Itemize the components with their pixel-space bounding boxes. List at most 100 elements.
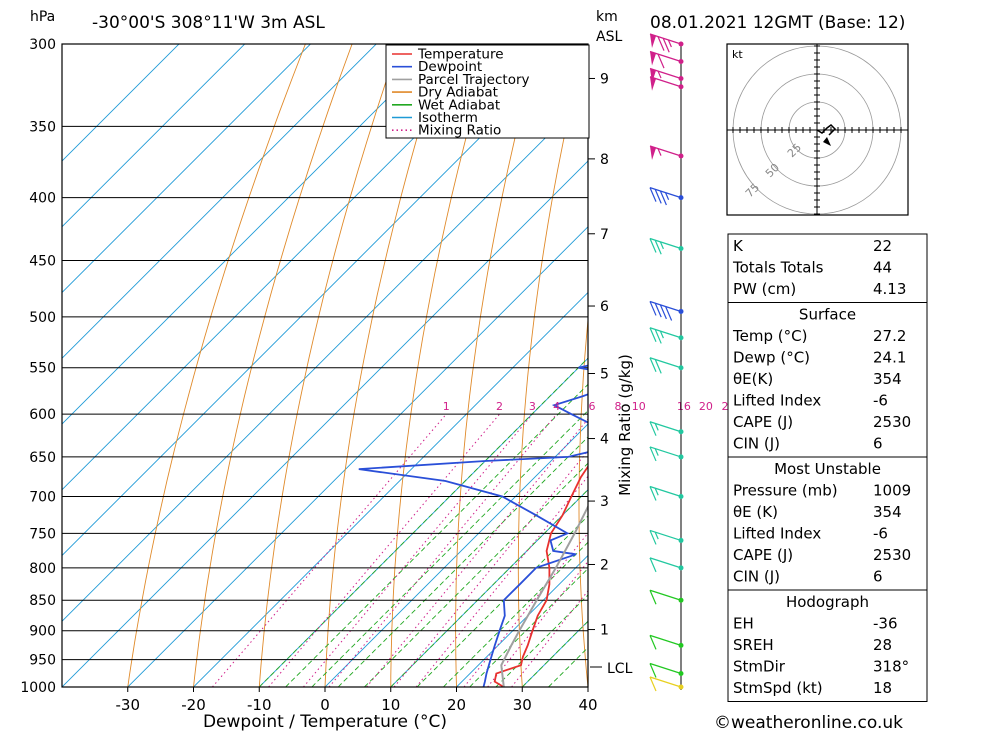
table-row-label: CAPE (J)	[733, 546, 793, 564]
barb-full	[649, 238, 657, 253]
hodograph-trace	[816, 124, 837, 136]
isobars	[62, 43, 588, 688]
wind-barb	[649, 300, 684, 321]
altitude-tick-label: 8	[600, 152, 609, 168]
indices-tables: K 22 Totals Totals 44 PW (cm) 4.13 Surface Temp…	[727, 233, 928, 702]
table-row-value: -36	[873, 615, 898, 633]
pressure-tick-label: 600	[29, 407, 56, 423]
temperature-tick-label: 30	[513, 696, 532, 714]
plot-frame	[61, 43, 589, 688]
wind-barb	[649, 634, 684, 650]
barb-staff	[649, 67, 682, 80]
isotherm-line	[62, 44, 443, 425]
barb-full	[665, 306, 673, 321]
barb-full	[654, 302, 662, 318]
location-title: -30°00'S 308°11'W 3m ASL	[92, 13, 325, 33]
wind-barb	[649, 589, 684, 605]
pressure-tick-label: 550	[29, 361, 56, 377]
dry-adiabat-line	[956, 7, 1000, 687]
legend-label-temperature: Temperature	[417, 47, 504, 63]
table-row-label: CAPE (J)	[733, 413, 793, 431]
profiles	[358, 364, 588, 687]
table-row-value: 354	[873, 370, 902, 388]
table-row-value: 24.1	[873, 349, 906, 367]
mixing-ratio-label: 4	[553, 400, 560, 413]
barb-staff	[649, 676, 682, 688]
temperature-tick-label: 20	[447, 696, 466, 714]
legend-box	[385, 44, 590, 139]
mixing-ratio-label: 10	[632, 400, 646, 413]
pressure-tick-label: 1000	[20, 680, 56, 696]
pressure-tick-label: 350	[29, 119, 56, 135]
barb-full	[649, 676, 657, 692]
table-row-label: EH	[733, 615, 754, 633]
table-block-surface	[727, 302, 928, 458]
barb-half	[657, 70, 662, 79]
mixing-ratio-label: 16	[677, 400, 691, 413]
wind-barb	[649, 33, 684, 53]
dry-adiabat-line	[193, 44, 353, 687]
pressure-tick-label: 400	[29, 191, 56, 207]
table-row-label: Pressure (mb)	[733, 482, 838, 500]
table-row-value: 4.13	[873, 280, 906, 298]
barb-full	[649, 301, 657, 316]
dewpoint-line	[358, 364, 588, 687]
barb-pennant	[650, 146, 656, 161]
table-row-value: 27.2	[873, 327, 906, 345]
temperature-tick-label: 10	[381, 696, 400, 714]
wind-barb	[649, 676, 684, 692]
wind-barb	[649, 557, 684, 573]
parcel-trajectory-line	[500, 504, 588, 687]
temperature-tick-label: 0	[320, 696, 330, 714]
temperature-axis: -30 -20 -10 0 10 20 30 40	[116, 687, 598, 714]
barb-full	[649, 327, 657, 342]
barb-staff	[649, 589, 682, 601]
copyright: ©weatheronline.co.uk	[714, 713, 903, 733]
wind-barbs	[649, 33, 684, 692]
altitude-tick-label: 2	[600, 557, 609, 573]
wind-barb	[649, 529, 684, 545]
pressure-tick-label: 750	[29, 526, 56, 542]
temperature-tick-label: -30	[116, 696, 141, 714]
barb-full	[649, 557, 657, 573]
dry-adiabat-line	[638, 7, 686, 687]
x-axis-title: Dewpoint / Temperature (°C)	[203, 712, 447, 732]
table-row-label: θE (K)	[733, 503, 778, 521]
wet-adiabat-line	[337, 436, 588, 687]
legend-label-dewpoint: Dewpoint	[418, 59, 482, 75]
altitude-tick-label: 5	[600, 367, 609, 383]
table-row-value: 354	[873, 503, 902, 521]
barb-full	[654, 189, 662, 204]
pressure-tick-label: 300	[29, 37, 56, 53]
legend-label-dry-adiabat: Dry Adiabat	[418, 85, 498, 101]
barb-staff	[649, 357, 682, 369]
hodograph-unit: kt	[732, 48, 743, 61]
altitude-tick-label: 3	[600, 494, 609, 510]
isotherm-line	[62, 44, 180, 162]
mixing-ratio-label: 20	[699, 400, 713, 413]
wet-adiabat-line	[469, 567, 588, 687]
table-row-value: 318°	[873, 658, 909, 676]
barb-half	[667, 39, 672, 48]
barb-staff	[649, 446, 682, 458]
mixing-ratio-label: 6	[589, 400, 596, 413]
isotherm-line	[324, 423, 588, 687]
table-title-hodograph: Hodograph	[786, 593, 869, 611]
mixing-ratio-title: Mixing Ratio (g/kg)	[616, 354, 634, 496]
table-row-value: 2530	[873, 546, 911, 564]
pressure-unit-label: hPa	[30, 9, 55, 25]
barb-staff	[649, 662, 682, 675]
table-row-value: -6	[873, 525, 888, 543]
wind-barb	[649, 76, 684, 91]
table-row-value: 18	[873, 679, 892, 697]
barb-staff	[649, 33, 682, 45]
barb-half	[659, 241, 664, 250]
lcl-label: LCL	[607, 661, 633, 677]
isotherm-line	[62, 160, 588, 687]
barb-full	[649, 589, 657, 605]
barb-full	[659, 190, 667, 206]
barb-pennant	[650, 76, 656, 91]
table-row-label: PW (cm)	[733, 280, 796, 298]
barb-full	[649, 187, 657, 202]
